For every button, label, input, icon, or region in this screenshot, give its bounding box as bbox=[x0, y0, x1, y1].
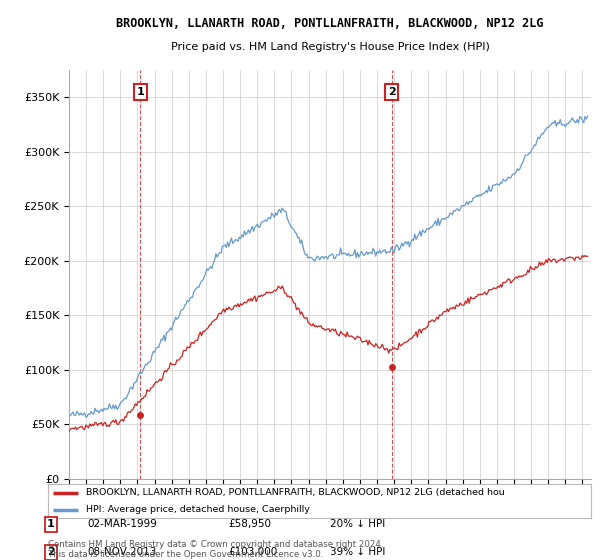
Text: 2: 2 bbox=[388, 87, 395, 97]
Text: £103,000: £103,000 bbox=[228, 548, 277, 557]
Text: 1: 1 bbox=[47, 520, 55, 529]
Text: Contains HM Land Registry data © Crown copyright and database right 2024.
This d: Contains HM Land Registry data © Crown c… bbox=[48, 540, 383, 559]
Text: 20% ↓ HPI: 20% ↓ HPI bbox=[330, 520, 385, 529]
Text: HPI: Average price, detached house, Caerphilly: HPI: Average price, detached house, Caer… bbox=[86, 505, 310, 514]
Text: 02-MAR-1999: 02-MAR-1999 bbox=[87, 520, 157, 529]
Text: £58,950: £58,950 bbox=[228, 520, 271, 529]
Text: Price paid vs. HM Land Registry's House Price Index (HPI): Price paid vs. HM Land Registry's House … bbox=[170, 42, 490, 52]
Text: 1: 1 bbox=[136, 87, 144, 97]
Text: BROOKLYN, LLANARTH ROAD, PONTLLANFRAITH, BLACKWOOD, NP12 2LG: BROOKLYN, LLANARTH ROAD, PONTLLANFRAITH,… bbox=[116, 17, 544, 30]
Text: 08-NOV-2013: 08-NOV-2013 bbox=[87, 548, 157, 557]
Text: 2: 2 bbox=[47, 548, 55, 557]
Text: BROOKLYN, LLANARTH ROAD, PONTLLANFRAITH, BLACKWOOD, NP12 2LG (detached hou: BROOKLYN, LLANARTH ROAD, PONTLLANFRAITH,… bbox=[86, 488, 505, 497]
Text: 39% ↓ HPI: 39% ↓ HPI bbox=[330, 548, 385, 557]
